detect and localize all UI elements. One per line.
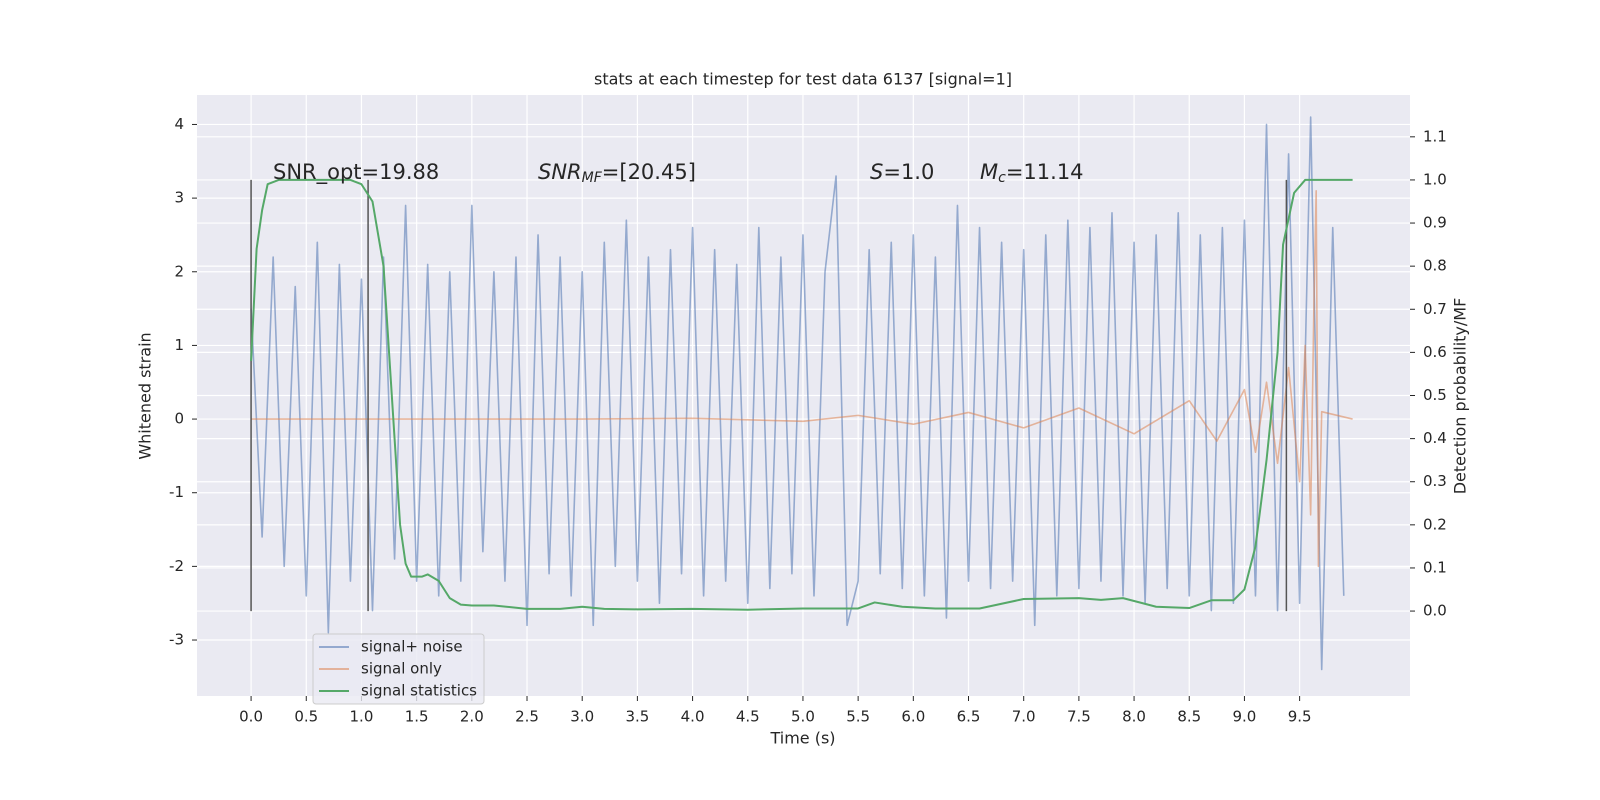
- x-tick-label: 1.5: [405, 708, 429, 726]
- y2-tick-label: 0.5: [1423, 386, 1447, 404]
- x-tick-label: 6.5: [957, 708, 981, 726]
- y2-tick-label: 0.7: [1423, 300, 1447, 318]
- annotations: SNR_opt=19.88 SNRMF=[20.45] S=1.0 Mc=11.14: [273, 160, 1084, 186]
- y-tick-label: 4: [174, 115, 184, 133]
- y2-tick-label: 0.0: [1423, 602, 1447, 620]
- y-tick-label: -2: [169, 557, 184, 575]
- annotation-value: =11.14: [1006, 160, 1084, 184]
- legend-label: signal+ noise: [361, 638, 463, 656]
- axes: 0.0 0.5 1.0 1.5 2.0 2.5 3.0 3.5 4.0 4.5 5.0 5.5 6.0 6…: [169, 115, 1447, 726]
- x-tick-label: 9.5: [1288, 708, 1312, 726]
- y2-tick-label: 0.3: [1423, 472, 1447, 490]
- y-tick-label: -1: [169, 483, 184, 501]
- x-axis-label: Time (s): [769, 729, 835, 748]
- y-tick-label: 2: [174, 262, 184, 280]
- y-tick-label: 0: [174, 410, 184, 428]
- x-tick-label: 7.0: [1012, 708, 1036, 726]
- x-tick-label: 4.0: [681, 708, 705, 726]
- x-tick-label: 4.5: [736, 708, 760, 726]
- x-tick-label: 2.5: [515, 708, 539, 726]
- annotation-value: =[20.45]: [602, 160, 696, 184]
- x-tick-label: 8.0: [1122, 708, 1146, 726]
- annotation: Mc=11.14: [980, 160, 1084, 186]
- annotation-text: S: [870, 160, 883, 184]
- series-line: [250, 116, 1345, 671]
- y2-tick-label: 0.9: [1423, 214, 1447, 232]
- y2-tick-label: 0.8: [1423, 257, 1447, 275]
- y2-tick-label: 0.2: [1423, 515, 1447, 533]
- annotation: SNRMF=[20.45]: [538, 160, 696, 186]
- x-tick-label: 3.5: [625, 708, 649, 726]
- legend-box: [312, 633, 485, 705]
- x-tick-label: 6.0: [901, 708, 925, 726]
- x-tick-label: 0.5: [294, 708, 318, 726]
- y2-tick-label: 1.1: [1423, 127, 1447, 145]
- annotation: SNR_opt=19.88: [273, 160, 439, 185]
- y-axis-label: Whitened strain: [136, 332, 155, 459]
- y-tick-label: 1: [174, 336, 184, 354]
- x-tick-label: 7.5: [1067, 708, 1091, 726]
- legend-label: signal only: [361, 660, 442, 678]
- x-tick-label: 1.0: [350, 708, 374, 726]
- y2-tick-label: 0.1: [1423, 558, 1447, 576]
- x-tick-label: 0.0: [239, 708, 263, 726]
- y2-tick-label: 0.4: [1423, 429, 1447, 447]
- x-tick-label: 3.0: [570, 708, 594, 726]
- marks: [250, 116, 1353, 671]
- y2-tick-label: 1.0: [1423, 170, 1447, 188]
- y-tick-label: 3: [174, 189, 184, 207]
- annotation-text: SNR_opt=19.88: [273, 160, 439, 185]
- annotation-text: M: [980, 160, 998, 184]
- y-tick-label: -3: [169, 631, 184, 649]
- chart-title: stats at each timestep for test data 613…: [594, 70, 1012, 89]
- series-line: [251, 189, 1353, 568]
- x-tick-label: 8.5: [1177, 708, 1201, 726]
- annotation-subscript: MF: [582, 170, 603, 186]
- legend: signal+ noise signal only signal statistic…: [312, 633, 485, 705]
- x-tick-label: 9.0: [1233, 708, 1257, 726]
- annotation-value: =1.0: [883, 160, 934, 184]
- y2-tick-label: 0.6: [1423, 343, 1447, 361]
- x-tick-label: 5.0: [791, 708, 815, 726]
- legend-label: signal statistics: [361, 682, 477, 700]
- y2-axis-label: Detection probability/MF: [1451, 298, 1470, 495]
- annotation: S=1.0: [870, 160, 934, 184]
- x-tick-label: 2.0: [460, 708, 484, 726]
- x-tick-label: 5.5: [846, 708, 870, 726]
- annotation-text: SNR: [538, 160, 582, 184]
- series-line: [250, 178, 1353, 611]
- annotation-subscript: c: [998, 170, 1006, 186]
